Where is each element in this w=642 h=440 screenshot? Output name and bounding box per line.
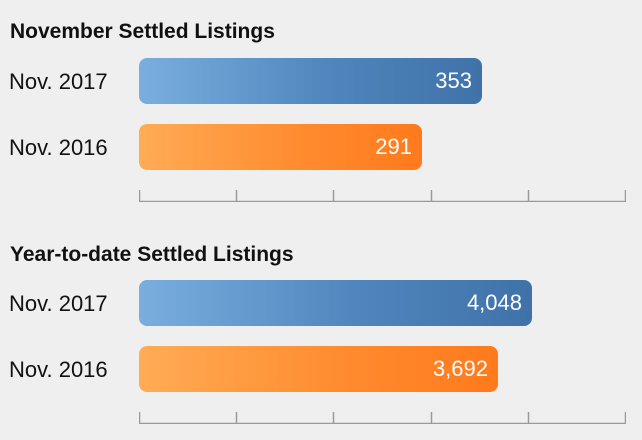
- x-axis-monthly: [139, 190, 626, 202]
- category-label: Nov. 2016: [9, 357, 108, 382]
- bar-value-label: 3,692: [432, 356, 488, 381]
- category-label: Nov. 2017: [9, 291, 108, 316]
- bar-value-label: 291: [375, 134, 412, 159]
- bar-nov-2017-ytd: 4,048: [139, 280, 532, 326]
- bar-value-label: 4,048: [466, 290, 522, 315]
- bar-nov-2016-monthly: 291: [139, 124, 422, 170]
- bar-nov-2017-monthly: 353: [139, 58, 482, 104]
- chart-title-monthly: November Settled Listings: [10, 20, 275, 43]
- bar-nov-2016-ytd: 3,692: [139, 346, 498, 392]
- x-axis-ytd: [139, 412, 626, 424]
- bar-value-label: 353: [435, 68, 472, 93]
- chart-title-ytd: Year-to-date Settled Listings: [10, 243, 294, 266]
- category-label: Nov. 2017: [9, 69, 108, 94]
- category-label: Nov. 2016: [9, 135, 108, 160]
